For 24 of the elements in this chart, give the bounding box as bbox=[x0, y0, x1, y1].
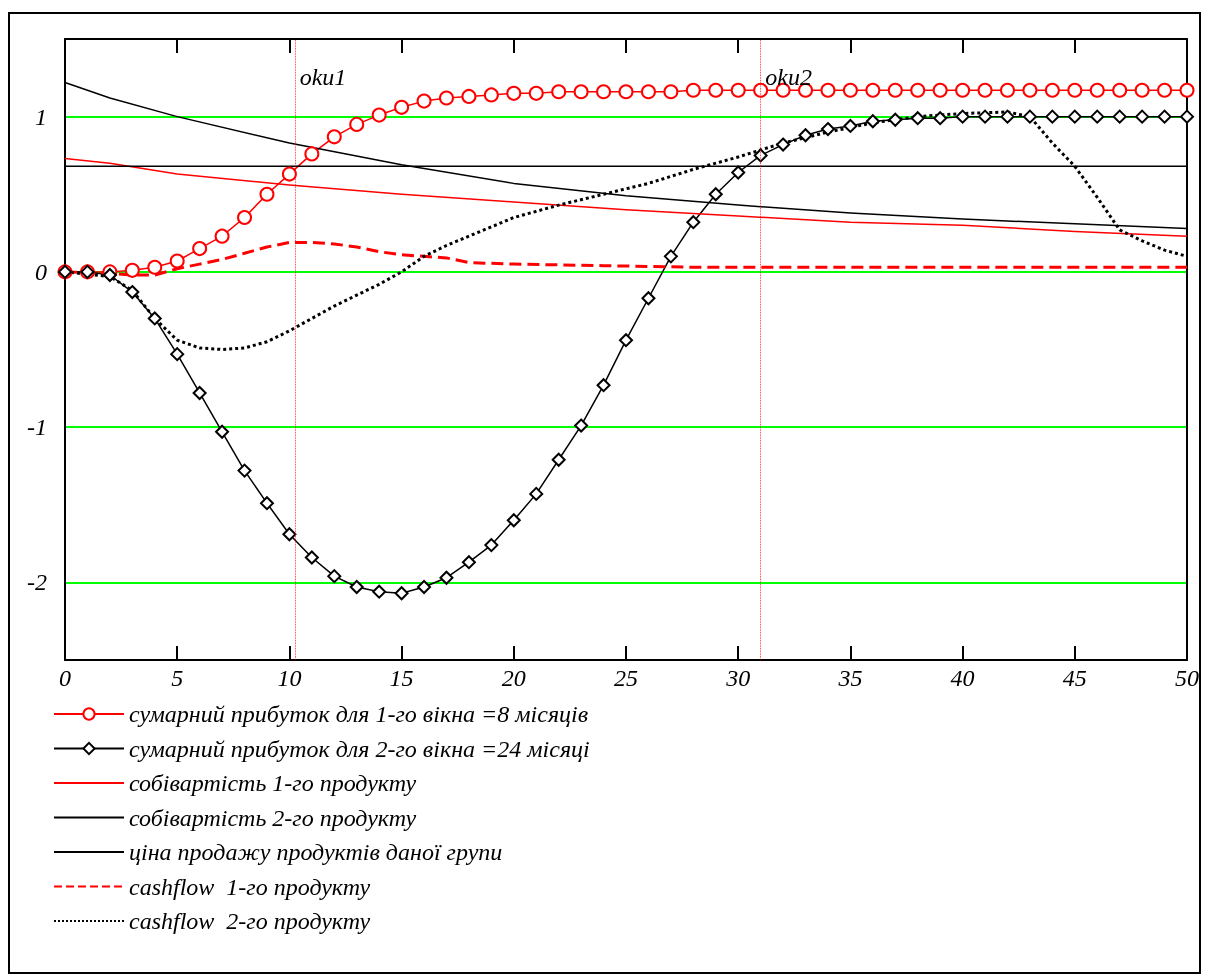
x-tick-label: 15 bbox=[389, 665, 414, 691]
legend-label: cashflow 1-го продукту bbox=[129, 873, 371, 900]
legend-label: сумарний прибуток для 1-го вікна =8 місяців bbox=[129, 701, 589, 727]
x-tick-label: 50 bbox=[1175, 665, 1199, 691]
x-tick-label: 0 bbox=[59, 665, 71, 691]
legend-label: cashflow 2-го продукту bbox=[129, 908, 371, 934]
legend-label: собівартість 1-го продукту bbox=[129, 770, 417, 796]
x-tick-label: 20 bbox=[501, 665, 526, 691]
x-tick-label: 25 bbox=[614, 665, 638, 691]
x-tick-label: 30 bbox=[725, 665, 751, 691]
ref-line-label: oku1 bbox=[299, 64, 347, 90]
y-tick-label: 1 bbox=[35, 103, 47, 130]
x-tick-label: 10 bbox=[277, 665, 302, 691]
ref-line-label: oku2 bbox=[765, 64, 812, 90]
legend-label: ціна продажу продуктів даної групи bbox=[129, 839, 503, 865]
y-tick-label: -1 bbox=[27, 414, 47, 441]
x-tick-label: 35 bbox=[837, 665, 863, 691]
y-tick-label: -2 bbox=[27, 569, 47, 596]
legend-label: сумарний прибуток для 2-го вікна =24 місяці bbox=[129, 735, 590, 762]
legend-label: собівартість 2-го продукту bbox=[129, 804, 417, 831]
x-tick-label: 45 bbox=[1062, 665, 1087, 691]
x-tick-label: 5 bbox=[171, 665, 184, 691]
y-tick-label: 0 bbox=[35, 258, 47, 285]
x-tick-label: 40 bbox=[950, 665, 975, 691]
